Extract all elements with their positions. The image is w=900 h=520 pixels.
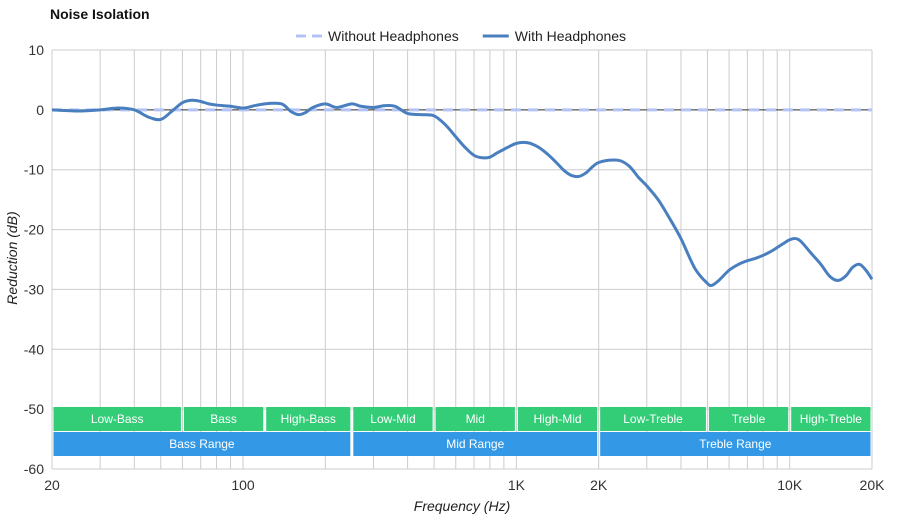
y-tick-label: -50 [24, 401, 44, 417]
y-tick-label: 0 [36, 102, 44, 118]
chart-title: Noise Isolation [50, 6, 150, 22]
series-line-1 [51, 98, 874, 288]
range-band-label: High-Treble [800, 412, 863, 426]
group-band [600, 432, 871, 456]
range-band-label: Bass [210, 412, 237, 426]
x-tick-label: 100 [231, 477, 255, 493]
range-band-label: Treble [732, 412, 766, 426]
range-band [353, 407, 433, 431]
range-band [791, 407, 871, 431]
group-band [53, 432, 351, 456]
y-tick-label: -10 [24, 162, 44, 178]
range-band-label: Low-Bass [91, 412, 144, 426]
y-tick-label: -40 [24, 341, 44, 357]
x-tick-label: 2K [590, 477, 608, 493]
range-band [435, 407, 515, 431]
x-tick-label: 10K [777, 477, 803, 493]
range-band-label: Low-Treble [623, 412, 683, 426]
y-tick-label: -30 [24, 281, 44, 297]
legend-label-1: With Headphones [515, 28, 626, 44]
range-band [183, 407, 264, 431]
range-band [53, 407, 181, 431]
x-tick-label: 20K [860, 477, 886, 493]
y-axis-label: Reduction (dB) [4, 211, 20, 304]
range-band-label: High-Mid [534, 412, 582, 426]
series-lines [51, 98, 874, 288]
x-axis-label: Frequency (Hz) [414, 498, 510, 514]
frequency-bands: Low-Bass Bass High-Bass Low-Mid Mid High-Mid L… [53, 407, 871, 456]
legend: Without Headphones With Headphones [296, 28, 626, 44]
range-band-label: High-Bass [281, 412, 336, 426]
group-band-label: Treble Range [699, 437, 772, 451]
range-band-label: Mid [466, 412, 485, 426]
x-tick-label: 20 [44, 477, 60, 493]
range-band-label: Low-Mid [370, 412, 415, 426]
y-tick-label: 10 [28, 42, 44, 58]
legend-label-0: Without Headphones [328, 28, 459, 44]
range-band [708, 407, 789, 431]
grid [51, 49, 873, 470]
range-band [600, 407, 706, 431]
x-tick-label: 1K [508, 477, 526, 493]
y-tick-label: -60 [24, 461, 44, 477]
range-band [517, 407, 598, 431]
y-tick-label: -20 [24, 222, 44, 238]
group-band [353, 432, 598, 456]
range-band [266, 407, 351, 431]
group-band-label: Mid Range [446, 437, 504, 451]
group-band-label: Bass Range [169, 437, 235, 451]
